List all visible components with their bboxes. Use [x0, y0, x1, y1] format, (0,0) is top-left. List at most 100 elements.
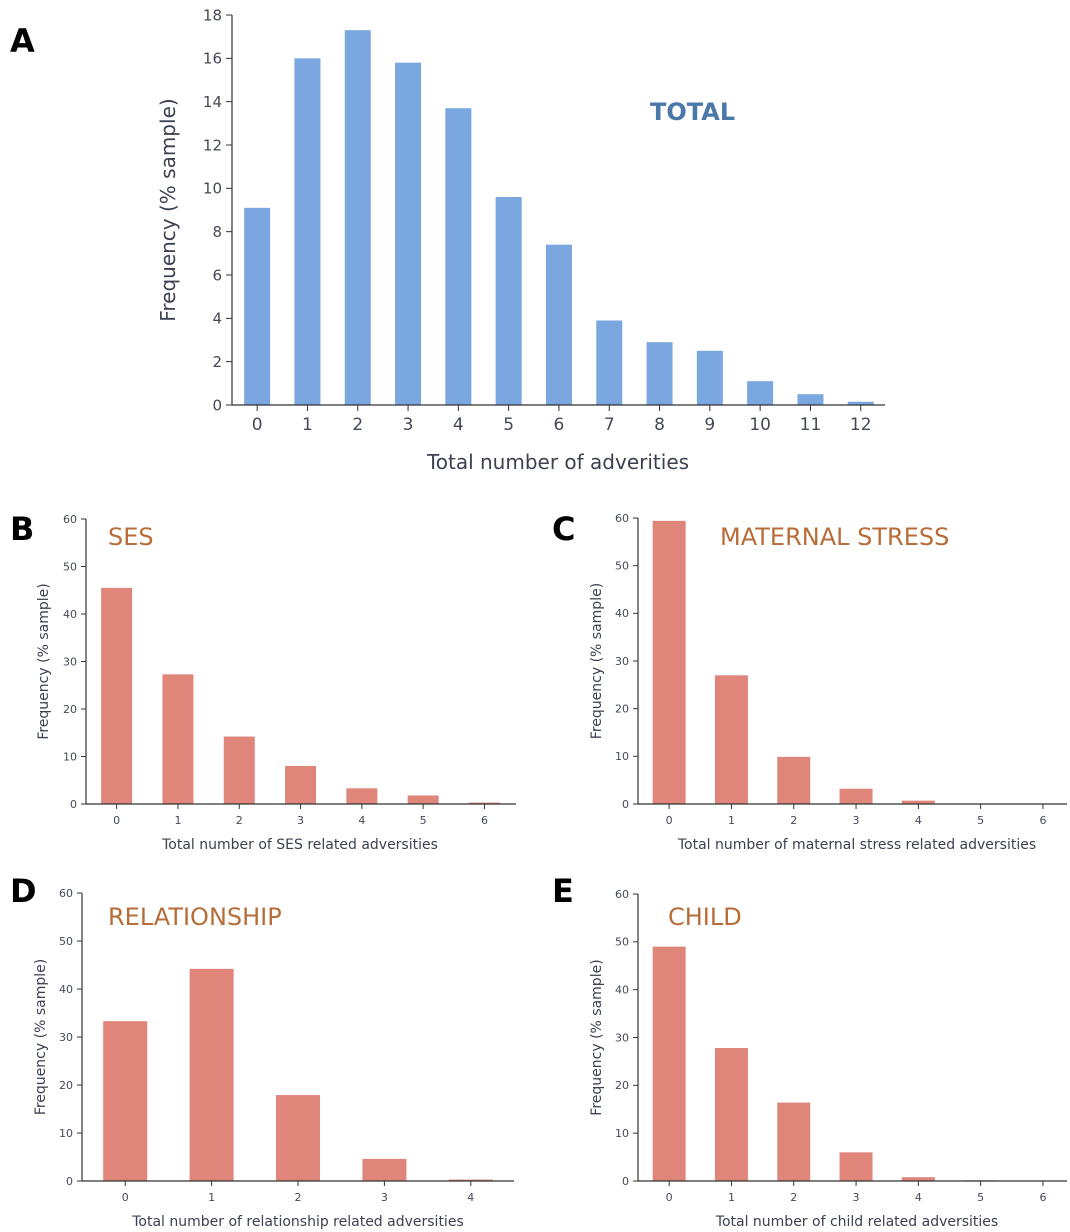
panel-letter: C [552, 510, 575, 548]
y-tick-label: 50 [615, 936, 629, 949]
y-tick-label: 30 [615, 1031, 629, 1044]
y-tick-label: 20 [63, 703, 77, 716]
x-tick-label: 5 [977, 1191, 984, 1204]
bar-0 [652, 520, 686, 804]
y-tick-label: 6 [212, 266, 222, 284]
bar-10 [747, 381, 774, 405]
y-tick-label: 10 [63, 750, 77, 763]
bar-0 [244, 207, 271, 405]
x-tick-label: 1 [728, 1191, 735, 1204]
y-tick-label: 10 [203, 180, 222, 198]
y-tick-label: 10 [615, 750, 629, 763]
x-tick-label: 0 [252, 415, 263, 435]
chart-panel-b: B 0 10 20 30 40 50 60 0 1 2 3 4 5 6 Total number of SES… [10, 510, 516, 853]
bar-1 [189, 968, 234, 1181]
bar-9 [696, 350, 723, 405]
bar-1 [714, 675, 748, 804]
x-tick-label: 1 [208, 1191, 215, 1204]
x-tick-label: 6 [481, 814, 488, 827]
x-tick-label: 0 [666, 814, 673, 827]
x-tick-label: 4 [915, 814, 922, 827]
y-tick-label: 14 [203, 93, 222, 111]
x-tick-label: 2 [352, 415, 363, 435]
y-tick-label: 10 [615, 1127, 629, 1140]
x-tick-label: 10 [749, 415, 771, 435]
y-tick-label: 60 [615, 888, 629, 901]
y-tick-label: 20 [615, 1079, 629, 1092]
chart-title: CHILD [668, 903, 742, 931]
x-tick-label: 4 [915, 1191, 922, 1204]
x-tick-label: 0 [666, 1191, 673, 1204]
chart-panel-d: D 0 10 20 30 40 50 60 0 1 2 3 4 Total number of relat… [10, 872, 514, 1230]
x-tick-label: 2 [236, 814, 243, 827]
y-tick-label: 40 [63, 608, 77, 621]
y-tick-label: 0 [66, 1175, 73, 1188]
chart-title: SES [108, 523, 154, 551]
y-tick-label: 50 [615, 560, 629, 573]
x-tick-label: 1 [728, 814, 735, 827]
x-tick-label: 11 [800, 415, 822, 435]
x-tick-label: 4 [453, 415, 464, 435]
y-tick-label: 12 [203, 136, 222, 154]
bar-2 [344, 30, 371, 405]
bar-1 [162, 674, 194, 804]
bar-6 [468, 802, 500, 804]
y-tick-label: 10 [59, 1127, 73, 1140]
x-tick-label: 5 [503, 415, 514, 435]
y-axis-label: Frequency (% sample) [33, 959, 49, 1115]
x-tick-label: 8 [654, 415, 665, 435]
y-tick-label: 60 [615, 512, 629, 525]
bar-7 [596, 320, 623, 405]
x-tick-label: 3 [853, 1191, 860, 1204]
bar-4 [346, 788, 378, 804]
bar-4 [901, 1177, 935, 1181]
y-axis-label: Frequency (% sample) [589, 959, 605, 1115]
y-tick-label: 18 [203, 6, 222, 24]
y-tick-label: 2 [212, 353, 222, 371]
bar-6 [545, 244, 572, 405]
y-tick-label: 40 [59, 983, 73, 996]
chart-title: MATERNAL STRESS [720, 523, 949, 551]
bar-0 [103, 1021, 148, 1181]
y-tick-label: 0 [70, 798, 77, 811]
panel-letter: E [552, 872, 574, 910]
bar-3 [839, 788, 873, 804]
bar-3 [395, 62, 422, 406]
x-tick-label: 3 [381, 1191, 388, 1204]
x-axis-label: Total number of maternal stress related … [677, 837, 1036, 853]
y-tick-label: 30 [59, 1031, 73, 1044]
x-axis-label: Total number of child related adversitie… [715, 1214, 998, 1230]
x-tick-label: 4 [358, 814, 365, 827]
bar-0 [101, 587, 133, 805]
y-tick-label: 40 [615, 607, 629, 620]
y-axis-label: Frequency (% sample) [36, 583, 52, 739]
x-tick-label: 3 [297, 814, 304, 827]
bar-4 [901, 800, 935, 804]
x-tick-label: 6 [1039, 814, 1046, 827]
bar-11 [797, 394, 824, 405]
x-axis-label: Total number of SES related adversities [161, 837, 438, 853]
panel-letter: B [10, 510, 34, 548]
y-tick-label: 50 [63, 560, 77, 573]
bar-3 [362, 1158, 407, 1181]
x-tick-label: 3 [403, 415, 414, 435]
bar-2 [777, 1102, 811, 1181]
bar-5 [495, 197, 522, 405]
x-tick-label: 4 [467, 1191, 474, 1204]
y-tick-label: 40 [615, 984, 629, 997]
chart-panel-e: E 0 10 20 30 40 50 60 0 1 2 3 4 5 6 Total number of chi… [552, 872, 1067, 1230]
y-axis-label: Frequency (% sample) [589, 583, 605, 739]
y-tick-label: 60 [63, 513, 77, 526]
y-tick-label: 30 [615, 655, 629, 668]
y-tick-label: 8 [212, 223, 222, 241]
x-tick-label: 0 [122, 1191, 129, 1204]
panel-letter: A [10, 22, 35, 60]
y-tick-label: 20 [615, 703, 629, 716]
x-tick-label: 2 [790, 814, 797, 827]
chart-title: RELATIONSHIP [108, 903, 282, 931]
x-tick-label: 5 [420, 814, 427, 827]
x-tick-label: 2 [790, 1191, 797, 1204]
x-axis-label: Total number of relationship related adv… [131, 1214, 463, 1230]
